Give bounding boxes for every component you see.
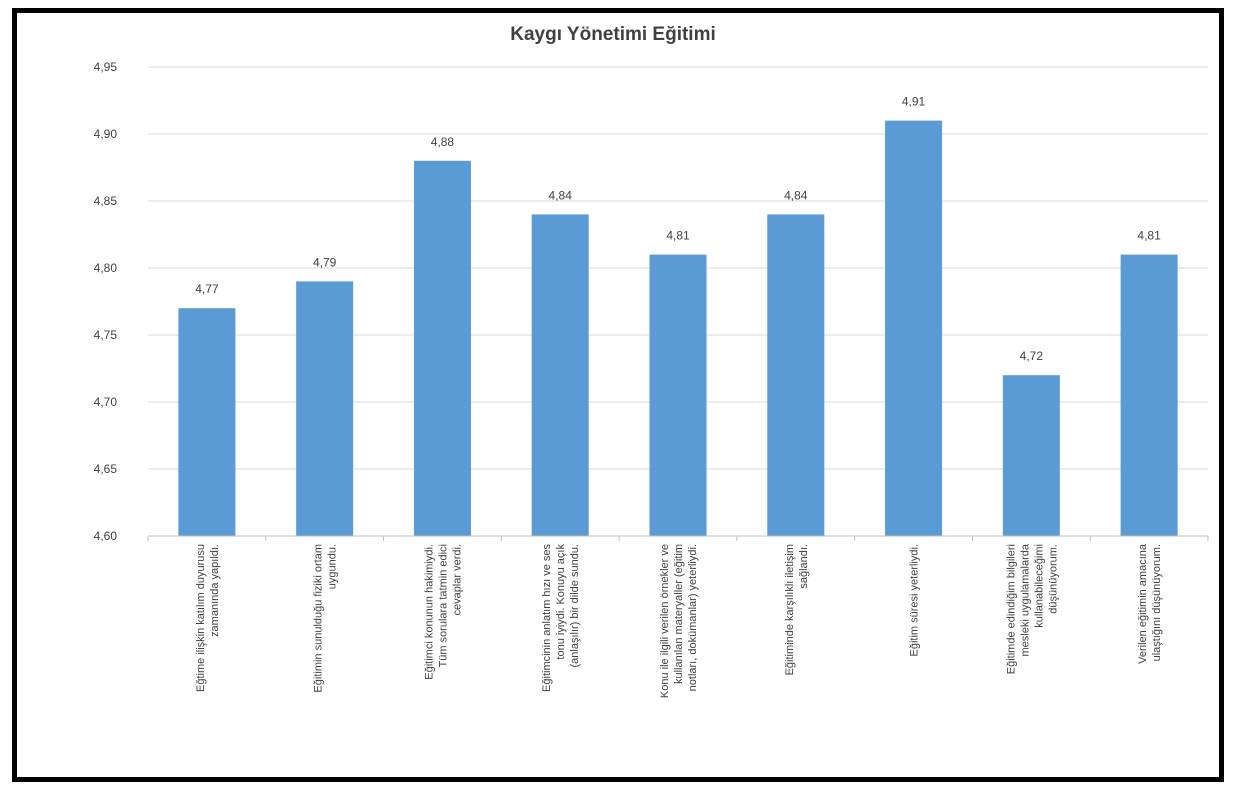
data-label: 4,84 bbox=[549, 188, 573, 202]
data-label: 4,72 bbox=[1020, 349, 1044, 363]
x-category-label-line: tonu iyiydi. Konuyu açık bbox=[555, 544, 567, 660]
x-category-label-line: Eğitimde edindiğim bilgileri bbox=[1005, 544, 1017, 674]
data-label: 4,81 bbox=[666, 229, 690, 243]
x-category-label-line: ulaştığını düşünüyorum. bbox=[1151, 544, 1163, 661]
x-category-label-line: sağlandı. bbox=[798, 544, 810, 589]
data-label: 4,88 bbox=[431, 135, 455, 149]
data-labels: 4,77 4,79 4,88 4,84 4,81 4,84 4,91 4,72 4,81 bbox=[195, 95, 1161, 364]
bar bbox=[885, 120, 943, 536]
x-category-label: Eğitimde edindiğim bilgileri mesleki uygu… bbox=[1005, 543, 1059, 674]
x-category-label-line: zamanında yapıldı. bbox=[209, 544, 221, 637]
chart-title: Kaygı Yönetimi Eğitimi bbox=[510, 24, 716, 45]
bar bbox=[413, 160, 471, 537]
y-tick-label: 4,90 bbox=[94, 127, 118, 141]
data-label: 4,91 bbox=[902, 95, 926, 109]
x-category-label-line: Eğtime ilişkin katılım duyurusu bbox=[195, 544, 207, 692]
x-category-label-line: mesleki uygulamalarda bbox=[1019, 543, 1031, 656]
bar bbox=[649, 254, 707, 536]
x-category-label-line: Tüm sorulara tatmin edici bbox=[437, 544, 449, 668]
x-category-label: Verilen eğitimin amacına ulaştığını düşün… bbox=[1137, 543, 1163, 664]
x-category-label-line: Eğitimcinin anlatım hızı ve ses bbox=[541, 544, 553, 692]
x-category-label-line: uygundu. bbox=[327, 544, 339, 589]
x-category-label-line: (anlaşılır) bir dilde sundu. bbox=[569, 544, 581, 668]
y-tick-label: 4,85 bbox=[94, 194, 118, 208]
y-tick-label: 4,80 bbox=[94, 261, 118, 275]
x-category-label: Eğitiminde karşılıklı iletişim sağlandı. bbox=[784, 544, 810, 675]
data-label: 4,79 bbox=[313, 255, 337, 269]
y-tick-label: 4,70 bbox=[94, 395, 118, 409]
x-category-label-line: Konu ile ilgili verilen örnekler ve bbox=[659, 544, 671, 698]
bar bbox=[296, 281, 354, 536]
x-category-label-line: Eğitimci konunun hakimiydi. bbox=[423, 544, 435, 680]
x-category-label: Eğitimci konunun hakimiydi. Tüm sorulara … bbox=[423, 544, 463, 680]
x-category-label: Eğtime ilişkin katılım duyurusu zamanında… bbox=[195, 544, 221, 692]
x-axis-labels: Eğtime ilişkin katılım duyurusu zamanında… bbox=[195, 543, 1163, 698]
bars bbox=[178, 120, 1178, 537]
x-category-label-line: kullanılan materyaller (eğitim bbox=[673, 544, 685, 684]
data-label: 4,77 bbox=[195, 282, 219, 296]
x-axis-tick-marks bbox=[147, 536, 1209, 541]
bar bbox=[767, 214, 825, 536]
x-category-label-line: Verilen eğitimin amacına bbox=[1137, 543, 1149, 664]
y-axis-ticks: 4,60 4,65 4,70 4,75 4,80 4,85 4,90 4,95 bbox=[94, 60, 118, 543]
y-tick-label: 4,65 bbox=[94, 462, 118, 476]
data-label: 4,84 bbox=[784, 188, 808, 202]
y-tick-label: 4,75 bbox=[94, 328, 118, 342]
bar bbox=[1002, 375, 1060, 536]
x-category-label: Konu ile ilgili verilen örnekler ve kulla… bbox=[659, 544, 699, 698]
x-category-label-line: notları, dokümanlar) yeterliydi. bbox=[687, 544, 699, 691]
x-category-label-line: cevaplar verdi. bbox=[451, 544, 463, 616]
bar bbox=[178, 308, 236, 536]
x-category-label-line: düşünüyorum. bbox=[1047, 544, 1059, 614]
x-category-label-line: Eğitim süresi yeterliydi. bbox=[909, 544, 921, 656]
bar bbox=[1120, 254, 1178, 536]
x-category-label: Eğitimin sunulduğu fiziki ortam uygundu. bbox=[313, 544, 339, 693]
x-category-label-line: Eğitimin sunulduğu fiziki ortam bbox=[313, 544, 325, 693]
x-category-label-line: kullanabileceğimi bbox=[1033, 544, 1045, 628]
data-label: 4,81 bbox=[1137, 229, 1161, 243]
y-tick-label: 4,60 bbox=[94, 529, 118, 543]
y-tick-label: 4,95 bbox=[94, 60, 118, 74]
x-category-label-line: Eğitiminde karşılıklı iletişim bbox=[784, 544, 796, 675]
bar bbox=[531, 214, 589, 536]
x-category-label: Eğitimcinin anlatım hızı ve ses tonu iyiy… bbox=[541, 544, 581, 692]
x-category-label: Eğitim süresi yeterliydi. bbox=[909, 544, 921, 656]
